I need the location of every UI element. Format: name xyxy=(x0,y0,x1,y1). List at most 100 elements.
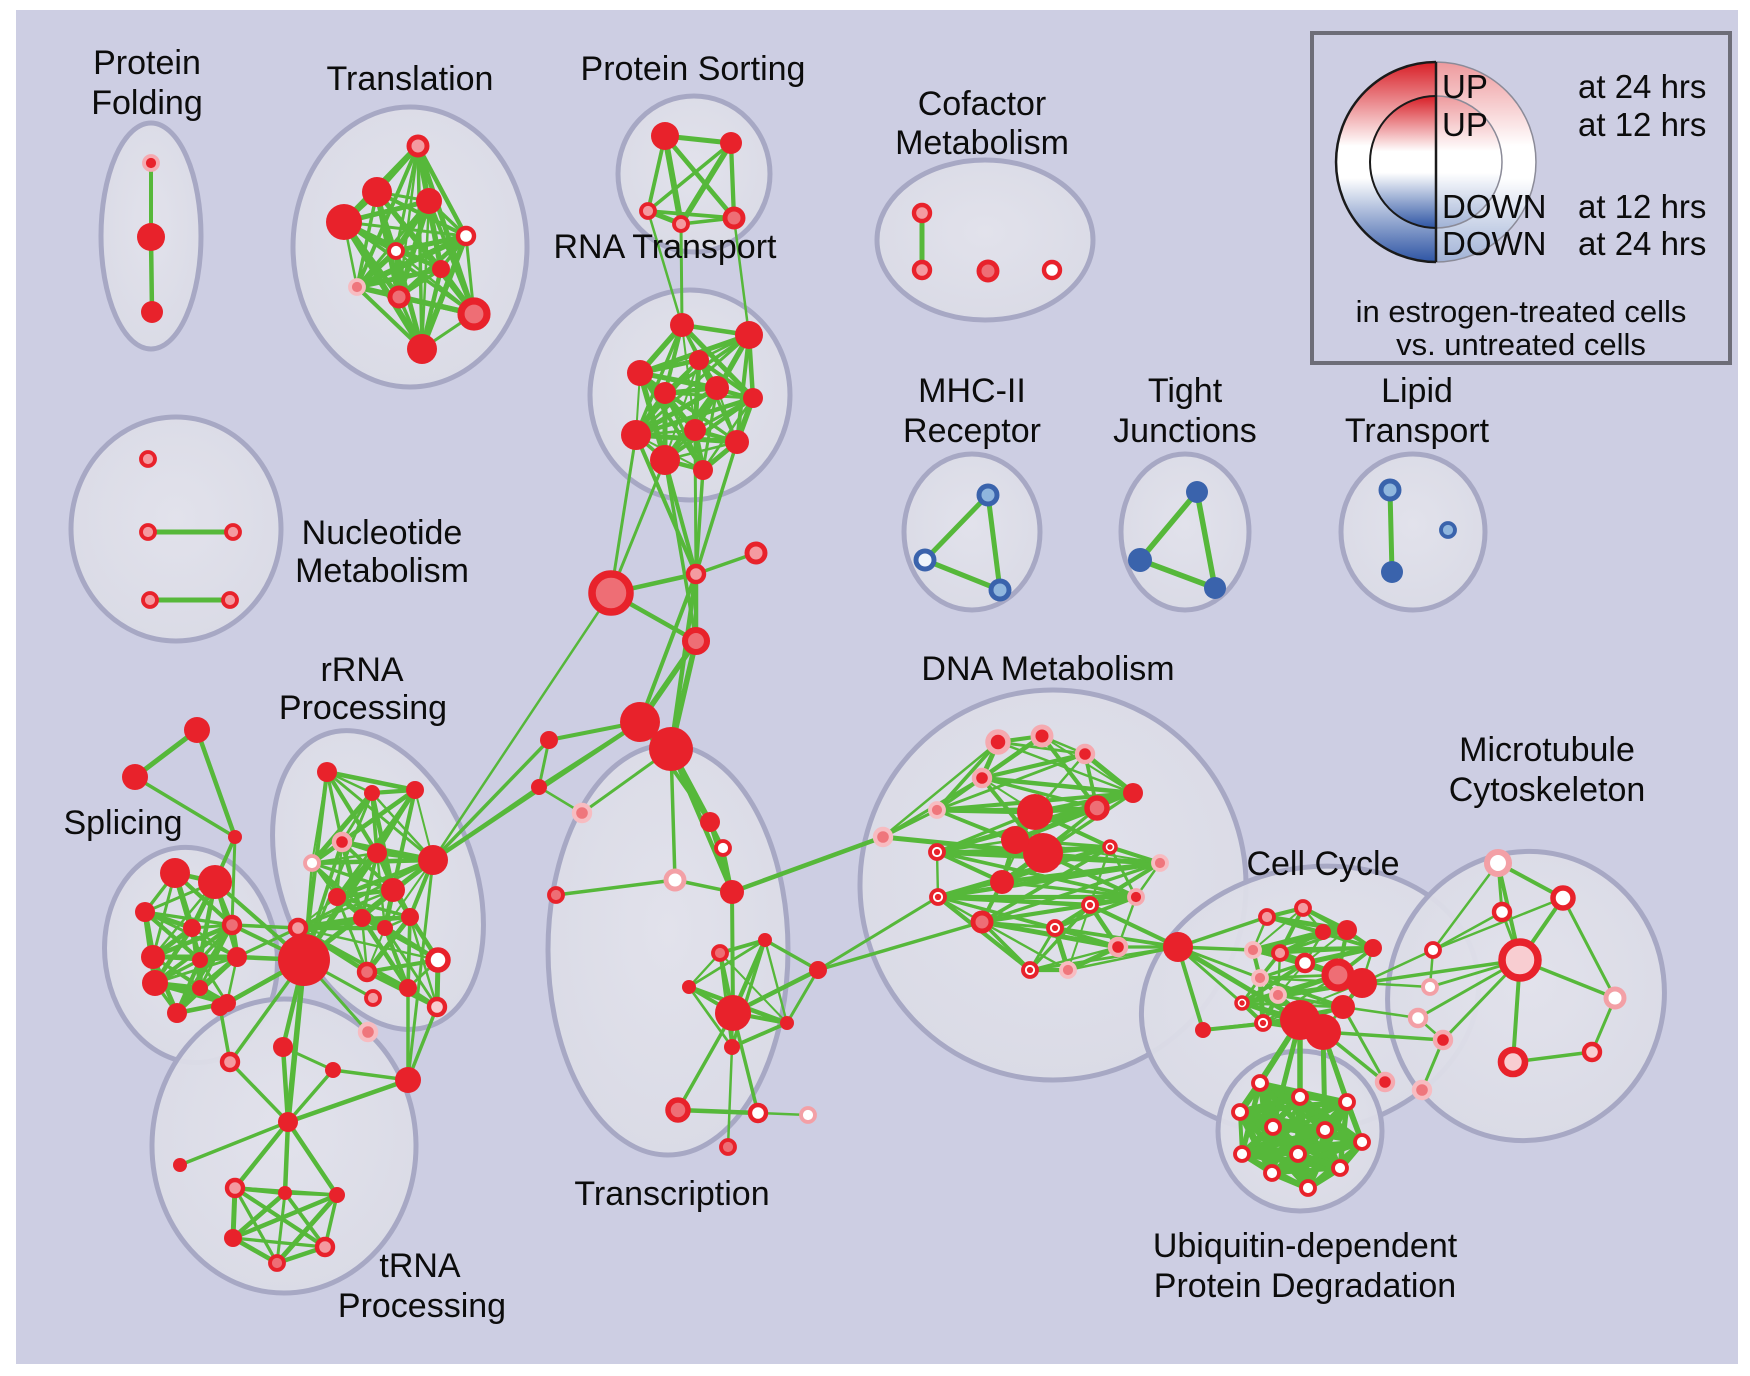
cluster-label-mhc-ii-receptor-line1: MHC-II xyxy=(918,372,1026,410)
edge-dm20-dm21 xyxy=(1028,945,1120,972)
node-tni xyxy=(173,1158,187,1172)
node-cc2 xyxy=(1294,899,1312,917)
edge-rr9-rr15 xyxy=(335,895,369,974)
cluster-label-rrna-processing-line1: rRNA xyxy=(320,651,403,689)
legend-inner-right-arc xyxy=(1435,95,1503,229)
node-tn3 xyxy=(329,1187,345,1203)
edge-cc10-mt4 xyxy=(1360,958,1522,985)
node-tu6 xyxy=(357,1021,379,1043)
node-tx8 xyxy=(682,980,696,994)
edge-dm14-dm16 xyxy=(935,860,1163,900)
node-sp6 xyxy=(135,902,155,922)
node-mt7 xyxy=(1581,1041,1603,1063)
edge-tx6-tx12 xyxy=(763,938,789,1025)
edge-cc17-cc22 xyxy=(1321,1030,1445,1042)
edge-cc19-mt2 xyxy=(1431,896,1565,952)
node-tn6 xyxy=(268,1254,286,1272)
node-pf1 xyxy=(142,154,160,172)
edge-rt8-ch1 xyxy=(634,433,698,576)
edge-tr4-tr5 xyxy=(342,220,468,238)
cluster-label-ubiquitin-degradation-line1: Ubiquitin-dependent xyxy=(1153,1227,1458,1265)
edge-tn2-tn3 xyxy=(283,1191,339,1197)
legend-time-3: at 12 hrs xyxy=(1578,188,1706,225)
edge-m2-m3 xyxy=(922,557,1003,593)
edge-ps2-ps3 xyxy=(646,141,733,213)
node-mt4 xyxy=(1498,938,1542,982)
edge-tnh-tu5 xyxy=(285,1077,411,1125)
edge-tx9-dm16 xyxy=(816,895,940,972)
edge-tn2-tn4 xyxy=(230,1190,288,1241)
node-tx1 xyxy=(700,812,720,832)
node-tx6 xyxy=(758,933,772,947)
edge-rt11-ch3 xyxy=(609,458,667,595)
node-ch4 xyxy=(681,626,711,656)
edge-cc2-cc6 xyxy=(1252,907,1304,951)
node-rt10 xyxy=(725,430,749,454)
node-rr3 xyxy=(406,781,424,799)
edge-tr1-tr5 xyxy=(415,143,469,239)
node-ch7 xyxy=(540,731,558,749)
cluster-label-microtubule-cytoskeleton-line1: Microtubule xyxy=(1459,731,1635,769)
cluster-bubble-mhc-ii-receptor xyxy=(901,451,1043,613)
edge-dm13-dm17 xyxy=(980,845,1112,924)
node-rr12 xyxy=(401,908,419,926)
edge-rr7-ch7 xyxy=(431,738,551,862)
node-ub10 xyxy=(1331,1159,1349,1177)
edge-tnh-tu4 xyxy=(286,1068,335,1124)
edge-sp2-sp3 xyxy=(133,775,237,839)
node-rt9 xyxy=(684,419,706,441)
node-cc7 xyxy=(1271,944,1289,962)
node-sp8 xyxy=(221,914,243,936)
node-sp13 xyxy=(192,980,208,996)
node-rt12 xyxy=(693,460,713,480)
edge-rr11-rr16 xyxy=(382,925,411,991)
node-ps4 xyxy=(672,215,690,233)
node-tu5 xyxy=(395,1067,421,1093)
node-tx15 xyxy=(799,1106,817,1124)
edge-rr0-rr7 xyxy=(301,857,436,963)
edge-tnh-tni xyxy=(178,1120,290,1167)
node-dm13-center-dot xyxy=(1107,844,1113,850)
edge-rt3-rt7 xyxy=(697,358,755,400)
node-tx3 xyxy=(663,868,687,892)
edge-dm17-dm18 xyxy=(979,902,1093,925)
node-tr7 xyxy=(432,260,450,278)
node-tr6 xyxy=(387,242,405,260)
node-tr9 xyxy=(387,285,411,309)
cluster-label-protein-sorting-line1: Protein Sorting xyxy=(581,50,806,88)
node-rr0 xyxy=(278,934,330,986)
edge-tn3-tn4 xyxy=(230,1192,340,1241)
edge-ps4-rt1 xyxy=(679,222,684,327)
cluster-label-lipid-transport-line1: Lipid xyxy=(1381,372,1453,410)
cluster-label-rna-transport-line1: RNA Transport xyxy=(554,228,778,266)
node-m3 xyxy=(988,578,1012,602)
edge-ps1-ps5 xyxy=(662,133,737,221)
node-dm22 xyxy=(1059,961,1077,979)
cluster-label-translation-line1: Translation xyxy=(327,60,494,98)
node-rr10 xyxy=(353,909,371,927)
edge-ps1-ps4 xyxy=(662,133,684,227)
node-nm3 xyxy=(224,523,242,541)
node-dm18-center-dot xyxy=(1086,901,1094,909)
node-tx9 xyxy=(809,961,827,979)
node-l1 xyxy=(1378,478,1402,502)
cluster-bubble-cofactor-metabolism xyxy=(874,157,1096,323)
node-rt6 xyxy=(705,376,729,400)
cluster-label-tight-junctions-line1: Tight xyxy=(1148,372,1223,410)
node-sp4 xyxy=(160,858,190,888)
edge-rr13-sp8 xyxy=(230,923,300,930)
node-tn2 xyxy=(278,1186,292,1200)
node-t2 xyxy=(1128,548,1152,572)
cluster-label-transcription-line1: Transcription xyxy=(574,1175,769,1213)
edge-tx10-tx13 xyxy=(676,1011,735,1112)
legend-direction-1: UP xyxy=(1442,68,1488,105)
edge-mt2-mt5 xyxy=(1561,896,1617,1000)
node-rr11 xyxy=(377,920,393,936)
node-l2 xyxy=(1381,561,1403,583)
node-cc6 xyxy=(1244,941,1262,959)
edge-t2-t3 xyxy=(1137,557,1218,591)
edge-rt8-ch3 xyxy=(609,433,638,595)
edge-t1-t3 xyxy=(1194,489,1218,591)
node-rr16 xyxy=(399,979,417,997)
node-ps5 xyxy=(722,206,746,230)
